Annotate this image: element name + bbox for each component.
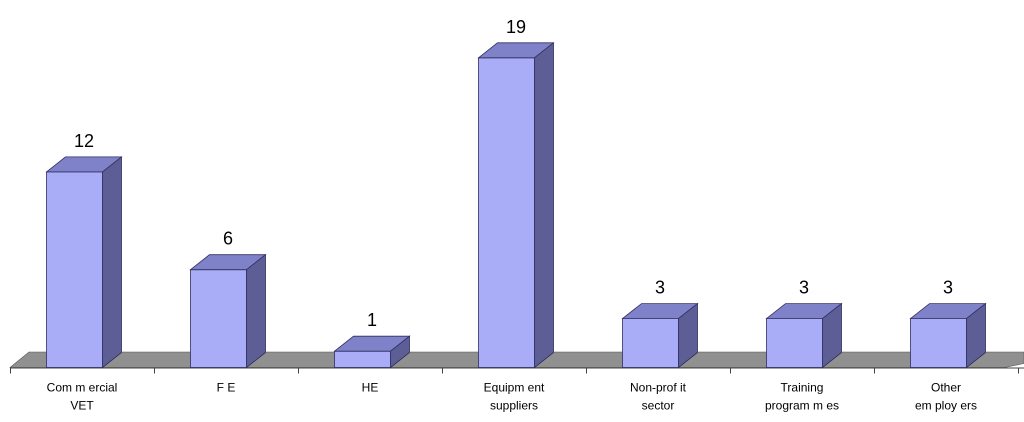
x-tick-label: Com m ercial VET bbox=[47, 381, 118, 413]
x-tick-label-line: suppliers bbox=[490, 399, 538, 413]
x-tick-label-line: em ploy ers bbox=[915, 399, 977, 413]
bar bbox=[765, 302, 843, 369]
x-tick-label: HE bbox=[362, 381, 379, 395]
bar bbox=[621, 302, 699, 369]
bar bbox=[189, 253, 267, 369]
x-tick-label-line: sector bbox=[642, 399, 675, 413]
bar-side bbox=[390, 335, 410, 369]
bar-front bbox=[622, 318, 679, 368]
bar-side bbox=[102, 156, 122, 369]
data-label: 1 bbox=[367, 310, 377, 330]
x-tick-labels: Com m ercial VET F E HE Equipm ent suppliers N… bbox=[47, 381, 977, 413]
data-label: 3 bbox=[799, 278, 809, 298]
bar-side bbox=[966, 302, 986, 369]
data-label: 12 bbox=[74, 131, 94, 151]
x-tick-label: F E bbox=[217, 381, 236, 395]
bar-side bbox=[534, 41, 554, 369]
bar-front bbox=[334, 350, 391, 368]
bar-side bbox=[246, 253, 266, 369]
x-axis bbox=[10, 367, 1024, 374]
x-tick-label: Other em ploy ers bbox=[915, 381, 977, 413]
x-tick-label-line: VET bbox=[70, 399, 94, 413]
bar-side bbox=[822, 302, 842, 369]
x-tick-label-line: Com m ercial bbox=[47, 381, 118, 395]
data-label: 6 bbox=[223, 229, 233, 249]
x-tick-label-line: program m es bbox=[765, 399, 839, 413]
x-tick-label: Equipm ent suppliers bbox=[484, 381, 545, 413]
bar-front bbox=[190, 269, 247, 368]
bar bbox=[477, 41, 555, 369]
data-label: 19 bbox=[506, 17, 526, 37]
x-tick-label-line: Other bbox=[931, 381, 961, 395]
x-tick-label-line: F E bbox=[217, 381, 236, 395]
x-tick-label-line: Equipm ent bbox=[484, 381, 545, 395]
x-tick-label-line: HE bbox=[362, 381, 379, 395]
bar-front bbox=[478, 57, 535, 368]
bar bbox=[333, 335, 411, 369]
bar bbox=[909, 302, 987, 369]
x-tick-label-line: Non-prof it bbox=[630, 381, 687, 395]
bar-side bbox=[678, 302, 698, 369]
data-label: 3 bbox=[943, 278, 953, 298]
data-label: 3 bbox=[655, 278, 665, 298]
x-tick-label: Training program m es bbox=[765, 381, 839, 413]
x-tick-label-line: Training bbox=[781, 381, 824, 395]
x-tick-label: Non-prof it sector bbox=[630, 381, 687, 413]
value-labels: 12 6 1 19 3 3 3 bbox=[74, 17, 953, 330]
bar-front bbox=[910, 318, 967, 368]
bar-front bbox=[46, 171, 103, 368]
bar bbox=[45, 156, 123, 369]
bars bbox=[45, 41, 987, 369]
bar-front bbox=[766, 318, 823, 368]
